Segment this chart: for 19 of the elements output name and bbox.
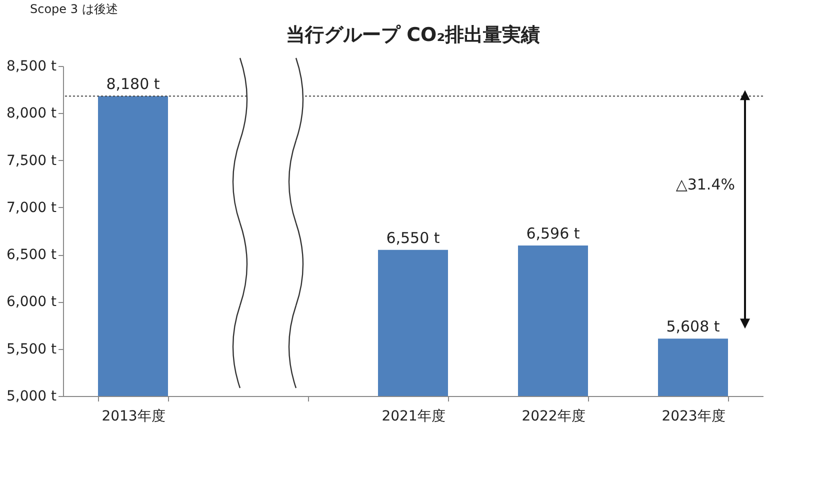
data-label: 6,550 t — [386, 228, 440, 247]
text: Scope 3 は後述 — [29, 1, 119, 18]
x-tick-label: 2013年度 — [102, 408, 166, 424]
y-tick-label: 5,500 t — [6, 341, 57, 358]
y-tick-label: 6,500 t — [6, 247, 57, 264]
y-tick-label: 8,500 t — [6, 58, 57, 74]
x-tick-label: 2023年度 — [662, 408, 726, 424]
y-tick-label: 7,000 t — [6, 200, 57, 216]
x-tick-label: 2021年度 — [382, 408, 446, 424]
data-label: 8,180 t — [106, 75, 160, 94]
y-tick-label: 7,500 t — [6, 152, 57, 169]
x-tick-label: 2022年度 — [522, 408, 586, 424]
chart-title: 当行グループ CO₂排出量実績 — [286, 24, 540, 46]
data-label: 6,596 t — [526, 224, 580, 243]
y-tick-label: 5,000 t — [6, 388, 57, 404]
annotation: △31.4% — [676, 175, 735, 194]
data-label: 5,608 t — [666, 318, 720, 336]
y-tick-label: 6,000 t — [6, 294, 57, 310]
y-tick-label: 8,000 t — [6, 106, 57, 122]
